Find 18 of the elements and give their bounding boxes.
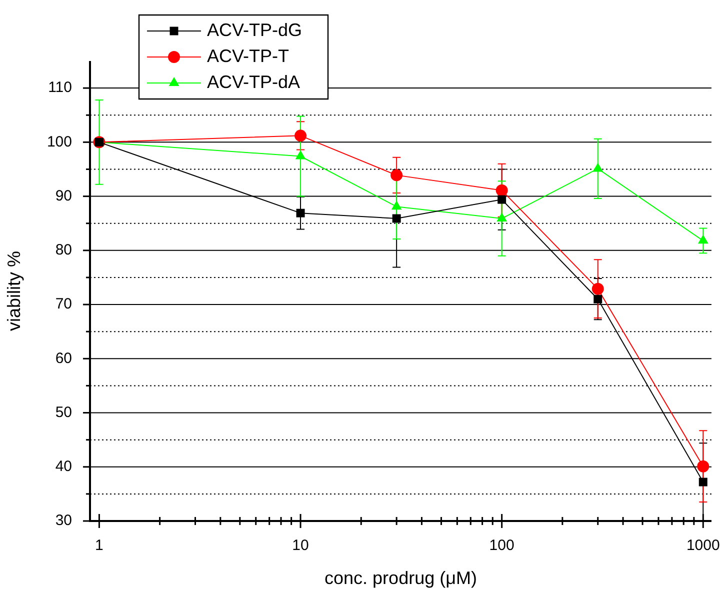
y-tick-label: 30: [55, 512, 72, 530]
x-axis-title: conc. prodrug (μM): [324, 568, 477, 588]
y-tick-label: 80: [55, 242, 72, 259]
x-tick-label: 100: [489, 537, 514, 554]
y-axis-title: viability %: [4, 250, 24, 332]
x-tick-label: 10: [292, 537, 309, 554]
y-tick-label: 100: [46, 133, 72, 150]
y-tick-label: 50: [55, 404, 72, 421]
legend-label: ACV-TP-dG: [207, 20, 302, 40]
x-tick-label: 1000: [686, 537, 720, 554]
y-tick-label: 60: [55, 350, 72, 367]
y-tick-label: 90: [55, 187, 72, 204]
legend-label: ACV-TP-dA: [207, 72, 300, 92]
y-tick-label: 110: [48, 79, 72, 96]
legend-label: ACV-TP-T: [207, 46, 290, 66]
y-tick-label: 40: [55, 458, 72, 476]
x-tick-label: 1: [95, 537, 104, 554]
y-tick-label: 70: [55, 296, 72, 313]
